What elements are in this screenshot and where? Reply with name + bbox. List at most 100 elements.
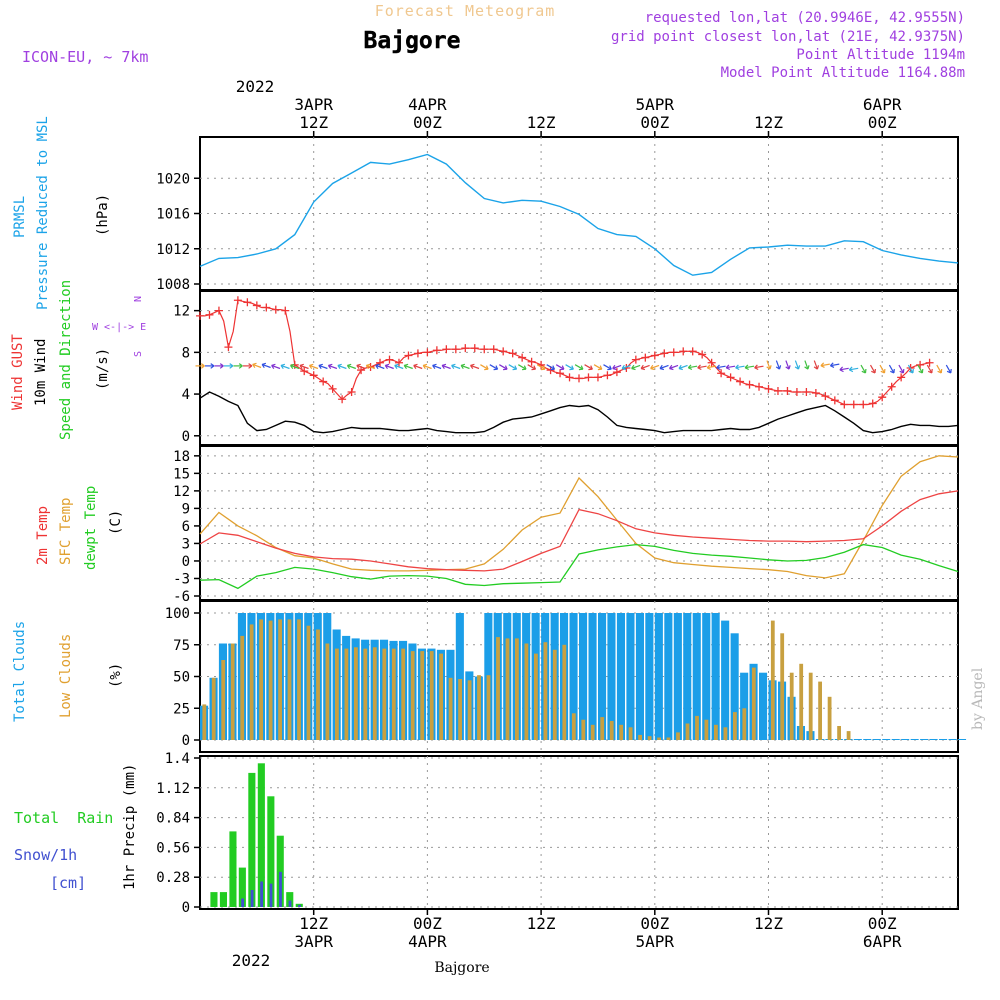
rain-bar [210, 892, 218, 907]
wind-arrow-head [522, 365, 527, 371]
wind-direction-arrow [839, 367, 849, 371]
wind-arrow-head [631, 364, 636, 371]
wind-direction-arrow [328, 364, 338, 370]
wind-arrow-head [621, 364, 627, 371]
low-cloud-bar [467, 680, 472, 740]
low-cloud-bar [344, 648, 349, 740]
bottom-hour-label: 00Z [413, 914, 442, 933]
wind-plot: 0 4 8 12 [173, 296, 959, 445]
wind-arrow-head [540, 365, 546, 371]
wind-arrow-head [794, 365, 801, 370]
plot-area: 100810121016102004812-6-3036912151802550… [156, 137, 967, 916]
low-cloud-bar [581, 719, 586, 740]
wind-direction-arrow [745, 365, 755, 369]
low-cloud-bar [770, 620, 775, 740]
forecast-meteogram-title: Forecast Meteogram [375, 2, 556, 20]
wind-direction-arrow [489, 364, 498, 370]
gust-marker [830, 396, 839, 405]
pressure-msl-label: Pressure Reduced to MSL [35, 116, 51, 310]
gust-marker [783, 386, 792, 395]
wind-arrow-head [384, 363, 390, 370]
total-rain-label: Total Rain [14, 809, 113, 827]
low-cloud-bar [401, 648, 406, 740]
dewpt-temp-label: dewpt Temp [83, 486, 99, 570]
y-tick-label: 1020 [156, 171, 190, 187]
wind-direction-arrow [441, 364, 451, 370]
low-cloud-bar [230, 643, 235, 740]
bottom-date-label: 3APR [294, 932, 333, 951]
gust-marker [641, 353, 650, 362]
precip-axis-label: 1hr Precip (mm) [122, 764, 138, 890]
wind-arrow-head [725, 364, 731, 371]
low-cloud-bar [657, 737, 661, 740]
gust-marker [489, 345, 498, 354]
gust-marker [423, 348, 432, 357]
total-cloud-bar [673, 613, 682, 740]
total-cloud-bar [579, 613, 588, 740]
wind-arrow-head [744, 364, 749, 371]
low-cloud-bar [590, 724, 595, 740]
y-tick-label: 1016 [156, 207, 190, 223]
wind-direction-arrow [546, 364, 555, 370]
gust-marker [698, 350, 707, 359]
wind-direction-arrow [593, 364, 603, 370]
wind-arrow-head [871, 368, 876, 374]
low-cloud-bar [685, 723, 690, 740]
cloud-panel-labels: Total Clouds Low Clouds (%) [12, 621, 124, 722]
low-cloud-bar [458, 679, 462, 740]
rain-bar [286, 892, 294, 907]
wind-direction-arrow [299, 364, 309, 370]
y-tick-label: -3 [173, 571, 190, 587]
low-cloud-bar [609, 721, 614, 740]
low-cloud-bar [335, 648, 339, 740]
wind-direction-arrow [907, 364, 914, 374]
rain-bar [229, 831, 237, 907]
gust-marker [916, 360, 925, 369]
low-cloud-bar [240, 635, 245, 740]
top-date-label: 6APR [863, 95, 902, 114]
gust-marker [252, 301, 261, 310]
celsius-unit-label: (C) [108, 510, 124, 535]
bottom-hour-label: 12Z [527, 914, 556, 933]
wind-arrow-head [337, 363, 342, 370]
wind-direction-arrow [356, 364, 366, 370]
gust-marker [205, 310, 214, 319]
wind-arrow-head [375, 363, 380, 370]
y-tick-label: 0 [182, 429, 190, 445]
wind-arrow-head [946, 368, 952, 374]
total-cloud-bar [588, 613, 597, 740]
bottom-date-label: 5APR [636, 932, 675, 951]
wind-direction-arrow [945, 364, 952, 374]
y-tick-label: 0.84 [156, 811, 190, 827]
y-tick-label: 0 [182, 554, 190, 570]
wind-arrow-head [210, 363, 215, 369]
wind-direction-arrow [716, 365, 726, 369]
gust-marker [792, 387, 801, 396]
gust-marker [878, 393, 887, 402]
wind-arrow-head [706, 364, 712, 371]
pressure-line [199, 153, 959, 276]
wind-arrow-head [640, 364, 646, 371]
wind-direction-arrow [527, 364, 536, 370]
snow-label: Snow/1h [14, 846, 77, 864]
gust-marker [432, 346, 441, 355]
precip-plot: 0 0.28 0.56 0.84 1.12 1.4 [156, 751, 958, 916]
gust-marker [925, 358, 934, 367]
wind-arrow-head [441, 363, 447, 370]
gust-marker [499, 347, 508, 356]
gust-marker [338, 395, 347, 404]
gust-marker [887, 382, 896, 391]
gust-marker [669, 348, 678, 357]
low-cloud-bar [827, 696, 832, 740]
wind-direction-arrow [936, 364, 942, 374]
wind-direction-arrow [252, 363, 262, 369]
top-hour-label: 12Z [299, 113, 328, 132]
wind-direction-arrow [280, 364, 290, 370]
low-cloud-bar [751, 667, 756, 740]
wind-arrow-head [829, 362, 835, 368]
total-cloud-bar [692, 613, 701, 740]
gust-marker [508, 349, 517, 358]
wind-direction-arrow [470, 364, 480, 370]
y-tick-label: 4 [182, 387, 190, 403]
wind-arrow-head [899, 368, 905, 374]
